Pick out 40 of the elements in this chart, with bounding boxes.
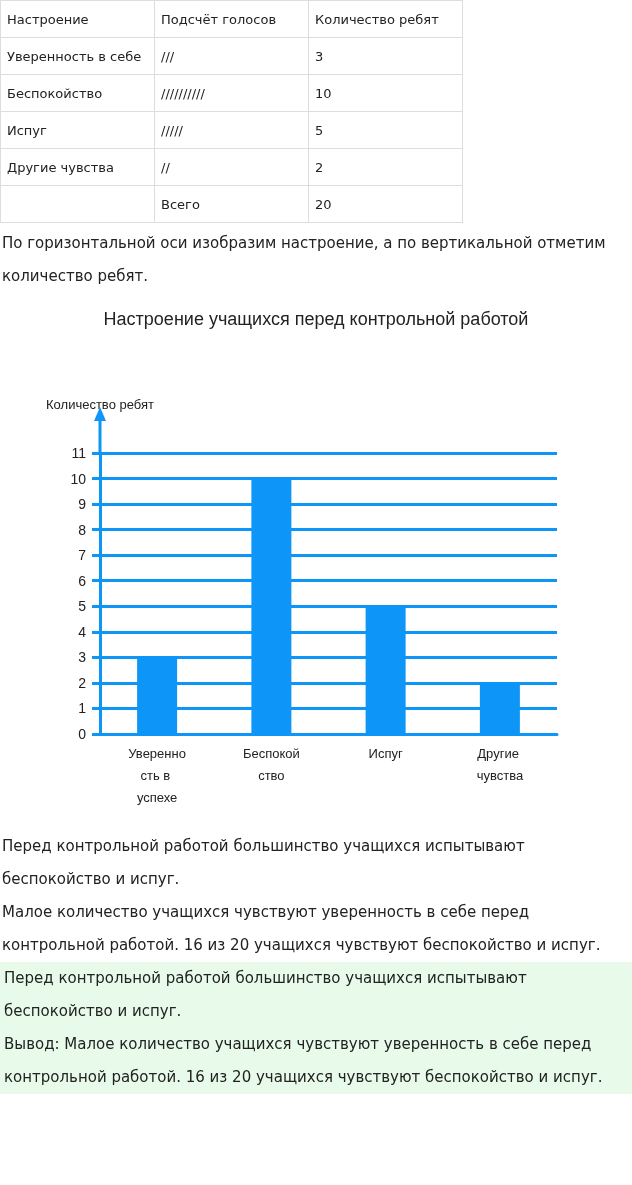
y-tick-label: 0 [78,726,87,742]
text: Испуг [0,111,155,149]
category-label: Настроение [0,0,155,38]
y-tick-label: 8 [78,521,87,538]
text: 5 [308,111,463,149]
x-tick-label: Испуг [368,745,403,761]
text: Беспокойство [0,74,155,112]
y-tick-label: 4 [78,623,87,640]
text: По горизонтальной оси изобразим настроение, а по вертикальной отметим количество ребят. [1,233,607,287]
text: 2 [308,148,463,186]
chart-title: Настроение учащихся перед контрольной работой [103,309,529,329]
y-tick-label: 2 [78,674,87,691]
text: Другие чувства [0,148,155,186]
text: Всего [154,185,309,223]
y-axis-title: Количество ребят [46,396,154,412]
category-label: Количество ребят [308,0,463,38]
text: ////////// [154,74,309,112]
text: Вывод: Малое количество учащихся чувствуют уверенность в себе перед контрольной работой. 16 из 20 учащихся чувствуют беспокойство и испуг. [3,1034,604,1088]
category-label: Подсчёт голосов [154,0,309,38]
text: Перед контрольной работой большинство учащихся испытывают беспокойство и испуг. [3,968,528,1022]
text: Малое количество учащихся чувствуют уверенность в себе перед контрольной работой. 16 из 20 учащихся чувствуют беспокойство и испуг. [1,902,602,956]
x-tick-label: Другие чувства [476,745,524,783]
y-tick-label: 9 [78,496,87,513]
y-tick-label: 7 [78,547,87,564]
text: 20 [308,185,463,223]
x-tick-label: Уверенность в успехе [128,745,186,805]
text: Уверенность в себе [0,37,155,75]
text: Перед контрольной работой большинство учащихся испытывают беспокойство и испуг. [1,836,526,890]
y-tick-label: 5 [78,598,87,615]
y-tick-label: 1 [78,700,87,717]
text: 10 [308,74,463,112]
y-tick-label: 6 [78,572,87,589]
y-tick-label: 3 [78,649,87,666]
text: 3 [308,37,463,75]
y-tick-label: 11 [71,445,87,461]
text: // [154,148,309,186]
text: ///// [154,111,309,149]
y-tick-label: 10 [70,470,87,487]
text: /// [154,37,309,75]
x-tick-label: Беспокойство [242,745,300,783]
